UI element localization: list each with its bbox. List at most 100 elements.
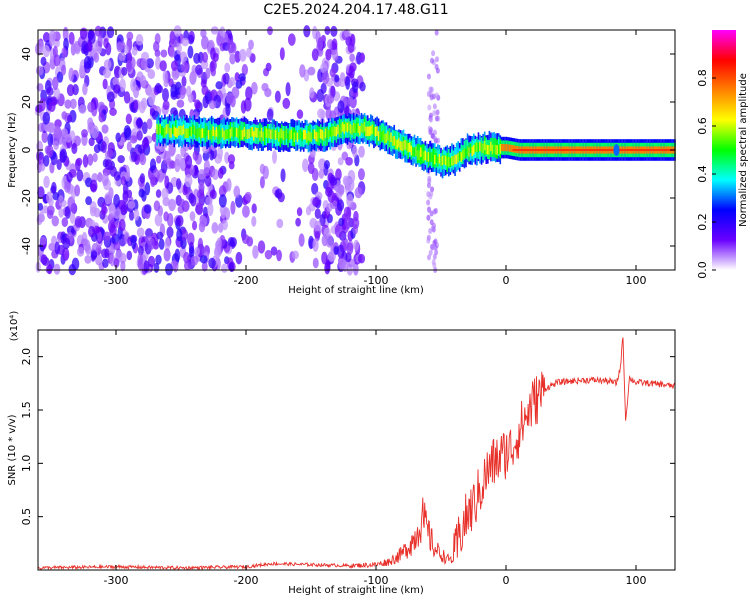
spectrogram-cell bbox=[321, 130, 324, 140]
spectrogram-cell bbox=[435, 153, 438, 163]
spectrogram-cell bbox=[273, 129, 275, 139]
spectrogram-cell bbox=[90, 125, 99, 139]
spectrogram-cell bbox=[227, 154, 236, 165]
spectrogram-cell bbox=[118, 218, 126, 232]
spectrogram-cell bbox=[87, 117, 94, 128]
spectrogram-cell bbox=[167, 123, 169, 134]
spectrogram-cell bbox=[337, 100, 345, 113]
spectrogram-cell bbox=[170, 60, 178, 71]
spectrogram-cell bbox=[82, 154, 89, 168]
spectrogram-cell bbox=[379, 127, 381, 138]
spectrogram-cell bbox=[433, 207, 438, 214]
spectrogram-cell bbox=[352, 122, 355, 133]
spectrogram-cell bbox=[349, 62, 357, 72]
snr-x-label: Height of straight line (km) bbox=[288, 585, 424, 596]
spectrogram-cell bbox=[437, 156, 439, 167]
spectrogram-cell bbox=[135, 34, 144, 46]
spectrogram-cell bbox=[241, 234, 250, 245]
spectrogram-cell bbox=[179, 125, 182, 136]
spectrogram-cell bbox=[160, 49, 168, 58]
snr-y-tick-label: 2.0 bbox=[20, 348, 33, 366]
spectrogram-cell bbox=[333, 245, 339, 255]
spectrogram-cell bbox=[380, 131, 383, 142]
spectrogram-cell bbox=[415, 146, 417, 157]
spectrogram-cell bbox=[168, 147, 175, 157]
spectrogram-cell bbox=[211, 222, 219, 234]
spectrogram-cell bbox=[330, 85, 336, 99]
spectrogram-cell bbox=[113, 84, 121, 94]
spectrogram-cell bbox=[335, 168, 342, 181]
spectrogram-cell bbox=[428, 86, 433, 93]
spectrogram-cell bbox=[119, 78, 126, 92]
spectrogram-cell bbox=[61, 217, 69, 228]
spectrogram-cell bbox=[180, 61, 189, 73]
spectrogram-cell bbox=[268, 128, 271, 139]
spectrogram-cell bbox=[288, 130, 291, 141]
spectrogram-cell bbox=[172, 259, 179, 273]
spectrogram-cell bbox=[233, 185, 241, 198]
spectrogram-cell bbox=[39, 97, 46, 112]
spectrogram-cell bbox=[218, 185, 227, 197]
spectrogram-cell bbox=[53, 140, 60, 151]
spectrogram-cell bbox=[85, 196, 92, 206]
spectrogram-cell bbox=[74, 215, 83, 229]
spectrogram-cell bbox=[64, 205, 71, 219]
spectrogram-cell bbox=[293, 132, 296, 142]
spectrogram-cell bbox=[259, 176, 265, 189]
spectrogram-cell bbox=[38, 122, 45, 133]
spectrogram-cell bbox=[190, 194, 197, 207]
spectrogram-cell bbox=[427, 104, 432, 111]
spectrogram-cell bbox=[396, 139, 399, 150]
spectrogram-cell bbox=[311, 182, 319, 195]
spectrogram-cell bbox=[462, 150, 464, 160]
spectrogram-cell bbox=[61, 64, 67, 76]
spectrogram-cell bbox=[103, 59, 112, 70]
spectrogram-cell bbox=[338, 78, 346, 88]
spectrogram-cell bbox=[159, 124, 162, 134]
spectrogram-cell bbox=[220, 209, 227, 219]
spectrogram-cell bbox=[140, 97, 148, 110]
spectrogram-cell bbox=[266, 108, 274, 121]
spectrogram-cell bbox=[212, 126, 215, 137]
spectrogram-cell bbox=[335, 126, 338, 137]
spectrogram-cell bbox=[123, 45, 130, 54]
spectrogram-cell bbox=[291, 250, 299, 260]
spectrogram-cell bbox=[126, 31, 134, 41]
spectrogram-cell bbox=[368, 126, 371, 137]
spectrogram-cell bbox=[483, 140, 486, 151]
spectrogram-cell bbox=[455, 154, 458, 165]
spectrogram-cell bbox=[429, 152, 431, 162]
spectrogram-cell bbox=[434, 115, 439, 122]
spectrogram-cell bbox=[384, 133, 386, 144]
spectrogram-cell bbox=[154, 213, 163, 227]
spectrogram-cell bbox=[276, 218, 284, 229]
spectrogram-cell bbox=[296, 109, 304, 119]
spectrogram-cell bbox=[310, 132, 313, 143]
spectrogram-cell bbox=[195, 64, 203, 76]
spectrogram-cell bbox=[276, 249, 282, 262]
spectrogram-cell bbox=[113, 193, 120, 208]
spectrogram-cell bbox=[140, 75, 147, 88]
spectrogram-cell bbox=[104, 192, 113, 205]
spectrogram-cell bbox=[262, 165, 269, 180]
spectrogram-cell bbox=[109, 223, 117, 237]
colorbar: 0.0 0.2 0.4 0.6 0.8 Normalized spectral ampl… bbox=[696, 30, 749, 279]
spectrogram-cell bbox=[342, 175, 350, 186]
spectrogram-cell bbox=[193, 52, 201, 64]
spectrogram-cell bbox=[296, 207, 303, 217]
spectrogram-cell bbox=[42, 32, 51, 43]
spectrogram-cell bbox=[432, 155, 435, 165]
spectrogram-cell bbox=[46, 86, 54, 96]
spectrogram-cell bbox=[404, 140, 406, 150]
spectrogram-cell bbox=[230, 95, 236, 108]
spectrogram-cell bbox=[502, 144, 505, 152]
spectrogram-cell bbox=[338, 127, 341, 138]
spectrogram-cell bbox=[68, 32, 75, 45]
spectrogram-cell bbox=[117, 155, 125, 164]
spectrogram-cell bbox=[140, 58, 148, 70]
spectrogram-cell bbox=[430, 152, 433, 162]
spectrogram-cell bbox=[229, 128, 232, 139]
spectrogram-cell bbox=[366, 126, 369, 137]
spectrogram-cell bbox=[463, 148, 466, 158]
spectrogram-cell bbox=[326, 127, 328, 138]
